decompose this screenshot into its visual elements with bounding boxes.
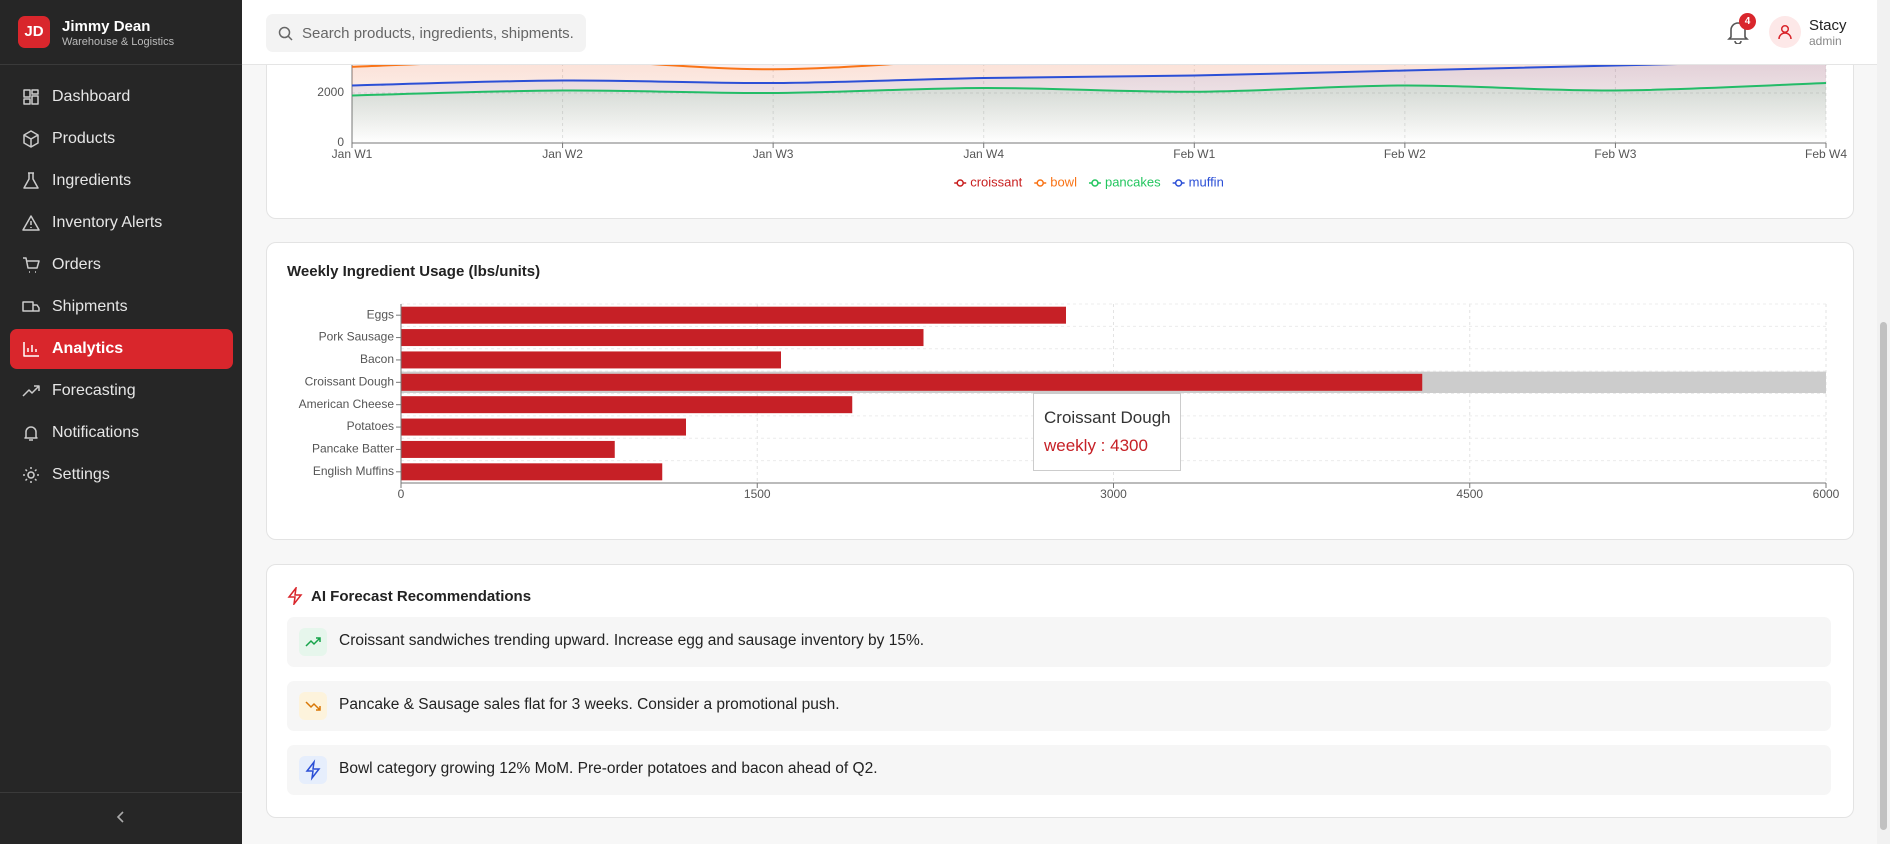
nav-item[interactable]: Shipments xyxy=(10,287,233,327)
scrollbar[interactable] xyxy=(1877,0,1890,844)
tooltip-text: weekly : 4300 xyxy=(1044,436,1148,455)
nav-item[interactable]: Analytics xyxy=(10,329,233,369)
nav-icon xyxy=(22,215,40,231)
nav-label: Shipments xyxy=(52,298,128,315)
user-icon xyxy=(1778,24,1792,40)
nav-item[interactable]: Forecasting xyxy=(10,371,233,411)
nav-icon xyxy=(23,130,39,148)
nav-item[interactable]: Settings xyxy=(10,455,233,495)
nav-item[interactable]: Dashboard xyxy=(10,77,233,117)
bolt-icon xyxy=(305,759,321,781)
nav-item[interactable]: Inventory Alerts xyxy=(10,203,233,243)
nav-item[interactable]: Ingredients xyxy=(10,161,233,201)
brand: Jimmy Dean xyxy=(62,18,151,35)
trend-up-icon xyxy=(305,637,321,647)
user-name: Stacy xyxy=(1809,17,1847,34)
nav-icon xyxy=(23,89,39,105)
nav-label: Dashboard xyxy=(52,88,131,105)
nav-label: Orders xyxy=(52,256,101,273)
tagline: Warehouse & Logistics xyxy=(62,36,175,48)
trend-down-icon xyxy=(305,701,321,711)
search-icon xyxy=(278,26,293,41)
recommendation-text: Bowl category growing 12% MoM. Pre-order… xyxy=(339,760,878,777)
nav-icon xyxy=(23,172,39,189)
nav-item[interactable]: Notifications xyxy=(10,413,233,453)
tooltip: Croissant Dough weekly : 4300 xyxy=(1033,393,1181,471)
search-box[interactable]: Search products, ingredients, shipments. xyxy=(266,14,586,52)
nav-icon xyxy=(23,257,40,273)
nav-label: Ingredients xyxy=(52,172,132,189)
icon-bg xyxy=(299,692,327,720)
user-role: admin xyxy=(1809,34,1842,48)
nav-icon xyxy=(23,342,39,357)
header: Search products, ingredients, shipments.… xyxy=(242,0,1877,65)
recommendation-text: Pancake & Sausage sales flat for 3 weeks… xyxy=(339,696,840,713)
tooltip-title: Croissant Dough xyxy=(1044,408,1171,427)
logo: JD xyxy=(18,16,50,48)
avatar[interactable] xyxy=(1769,16,1801,48)
scroll-thumb[interactable] xyxy=(1880,322,1887,830)
nav-label: Forecasting xyxy=(52,382,136,399)
recommendation-text: Croissant sandwiches trending upward. In… xyxy=(339,632,925,649)
nav-label: Notifications xyxy=(52,424,140,441)
search-placeholder: Search products, ingredients, shipments. xyxy=(302,25,574,42)
nav-icon xyxy=(24,426,38,441)
sidebar: JD Jimmy Dean Warehouse & Logistics Dash… xyxy=(0,0,242,844)
divider xyxy=(0,64,242,65)
nav-icon xyxy=(22,301,40,312)
nav-icon xyxy=(23,467,39,483)
recommendation: Pancake & Sausage sales flat for 3 weeks… xyxy=(287,681,1831,731)
nav-icon xyxy=(22,385,40,397)
recommendation: Bowl category growing 12% MoM. Pre-order… xyxy=(287,745,1831,795)
bolt-icon xyxy=(287,587,303,605)
recommendation: Croissant sandwiches trending upward. In… xyxy=(287,617,1831,667)
recommendations-title: AI Forecast Recommendations xyxy=(311,588,532,605)
nav-item[interactable]: Products xyxy=(10,119,233,159)
nav-label: Analytics xyxy=(52,340,124,357)
nav-label: Products xyxy=(52,130,116,147)
nav-item[interactable]: Orders xyxy=(10,245,233,285)
icon-bg xyxy=(299,628,327,656)
nav-label: Inventory Alerts xyxy=(52,214,163,231)
usage-card xyxy=(266,242,1854,540)
nav-label: Settings xyxy=(52,466,110,483)
collapse-button[interactable] xyxy=(114,810,128,824)
notification-badge: 4 xyxy=(1739,13,1756,30)
divider xyxy=(0,792,242,793)
icon-bg xyxy=(299,756,327,784)
